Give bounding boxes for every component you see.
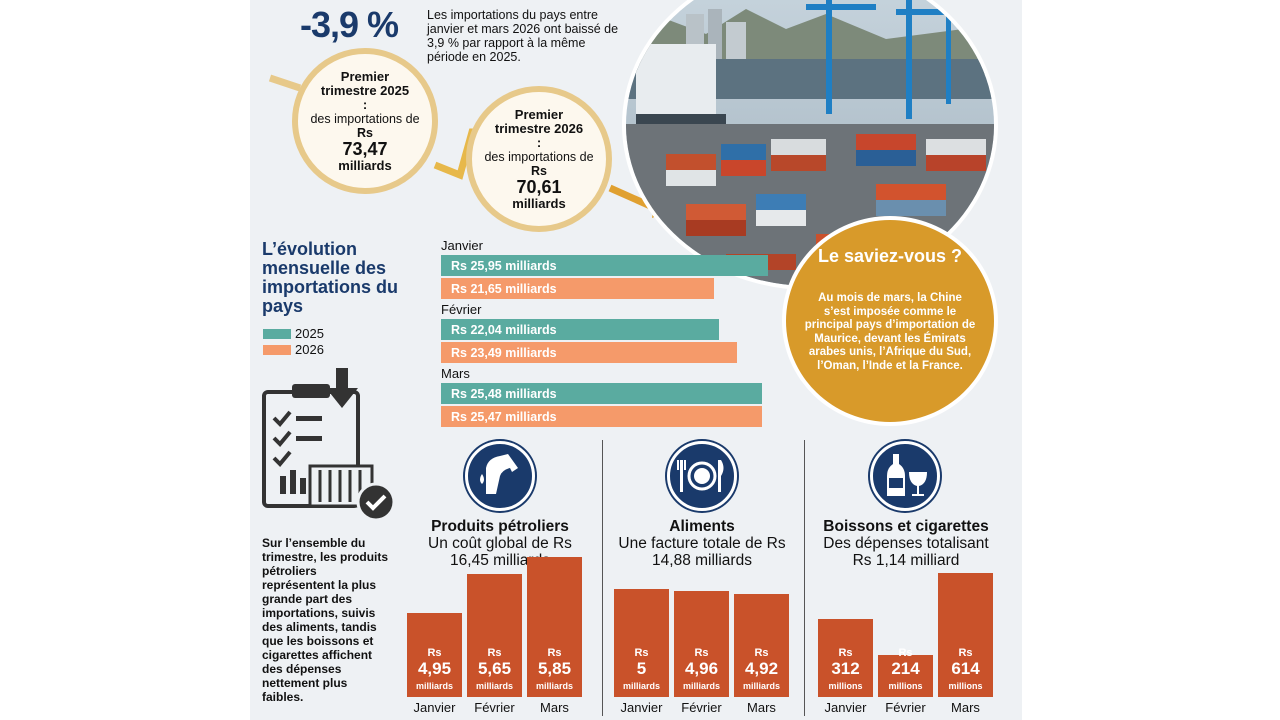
month-label: Janvier xyxy=(441,238,483,253)
category-bar: Rs 5,65 milliards xyxy=(467,574,522,697)
q2025-sub: des importations de Rs xyxy=(310,111,420,140)
month-label: Mars xyxy=(441,366,470,381)
legend-swatch-2026 xyxy=(263,344,291,355)
bar-prefix: Rs xyxy=(898,647,913,659)
bar-value: 4,96 xyxy=(684,659,719,678)
headline-text: Les importations du pays entre janvier e… xyxy=(427,8,619,64)
bar-prefix: Rs xyxy=(754,647,769,659)
bar-2025-1: Rs 22,04 milliards xyxy=(441,319,719,340)
month-tick-label: Mars xyxy=(747,700,776,715)
bar-value: 614 xyxy=(951,659,980,678)
bar-value: 5,65 xyxy=(477,659,512,678)
evolution-title: L’évolution mensuelle des importations d… xyxy=(262,239,398,316)
bar-prefix: Rs xyxy=(547,647,562,659)
bar-unit: milliards xyxy=(622,681,660,691)
did-you-know-body: Au mois de mars, la Chine s’est imposée … xyxy=(804,292,976,372)
q2025-value: 73,47 xyxy=(342,138,388,159)
did-you-know-circle: Le saviez-vous ? Au mois de mars, la Chi… xyxy=(782,216,998,426)
petrol-title: Produits pétroliers xyxy=(431,518,569,535)
food-heading: Aliments Une facture totale de Rs 14,88 … xyxy=(612,518,792,569)
q2026-title: Premier trimestre 2026 : xyxy=(494,106,584,150)
category-bar: Rs 4,96 milliards xyxy=(674,591,729,697)
bar-unit: milliards xyxy=(415,681,453,691)
q2026-value: 70,61 xyxy=(516,176,562,197)
plate-cutlery-icon xyxy=(667,441,737,511)
month-tick-label: Mars xyxy=(951,700,980,715)
bar-unit: milliards xyxy=(475,681,513,691)
drinks-title: Boissons et cigarettes xyxy=(823,518,989,535)
bar-2025-0: Rs 25,95 milliards xyxy=(441,255,768,276)
legend-swatch-2025 xyxy=(263,328,291,339)
bar-value: 5,85 xyxy=(537,659,572,678)
drinks-subtitle: Des dépenses totalisant Rs 1,14 milliard xyxy=(823,535,989,569)
category-bar: Rs 4,92 milliards xyxy=(734,594,789,697)
bar-value: 312 xyxy=(831,659,860,678)
bar-unit: millions xyxy=(828,681,863,691)
legend-label-2025: 2025 xyxy=(295,326,324,341)
bar-2025-2: Rs 25,48 milliards xyxy=(441,383,762,404)
bar-2026-1: Rs 23,49 milliards xyxy=(441,342,737,363)
headline-value: -3,9 % xyxy=(300,4,399,45)
q2026-circle: Premier trimestre 2026 : des importation… xyxy=(466,86,612,232)
month-tick-label: Janvier xyxy=(824,700,867,715)
month-tick-label: Février xyxy=(885,700,926,715)
bar-2026-0: Rs 21,65 milliards xyxy=(441,278,714,299)
bar-unit: milliards xyxy=(742,681,780,691)
legend-label-2026: 2026 xyxy=(295,342,324,357)
category-bar: Rs 4,95 milliards xyxy=(407,613,462,697)
month-tick-label: Février xyxy=(681,700,722,715)
q2026-sub: des importations de Rs xyxy=(484,149,594,178)
clipboard-import-icon xyxy=(262,368,396,522)
bar-value: 214 xyxy=(891,659,920,678)
food-subtitle: Une facture totale de Rs 14,88 milliards xyxy=(618,535,786,569)
bar-value: 5 xyxy=(636,659,647,678)
bar-2026-2: Rs 25,47 milliards xyxy=(441,406,762,427)
category-bar: Rs 614 millions xyxy=(938,573,993,697)
divider-2 xyxy=(804,440,805,716)
category-bar: Rs 312 millions xyxy=(818,619,873,697)
legend-2026: 2026 xyxy=(263,342,324,357)
category-bar: Rs 5,85 milliards xyxy=(527,557,582,697)
did-you-know-title: Le saviez-vous ? xyxy=(817,246,963,266)
bar-value: 4,95 xyxy=(417,659,452,678)
month-tick-label: Février xyxy=(474,700,515,715)
bar-prefix: Rs xyxy=(634,647,649,659)
petrol-heading: Produits pétroliers Un coût global de Rs… xyxy=(410,518,590,569)
q2025-unit: milliards xyxy=(338,157,392,173)
petrol-subtitle: Un coût global de Rs 16,45 milliards xyxy=(428,535,572,569)
bar-prefix: Rs xyxy=(958,647,973,659)
bottle-glass-icon xyxy=(870,441,940,511)
month-tick-label: Mars xyxy=(540,700,569,715)
fuel-pump-icon xyxy=(465,441,535,511)
q2025-title: Premier trimestre 2025 : xyxy=(320,68,410,112)
q2025-circle: Premier trimestre 2025 : des importation… xyxy=(292,48,438,194)
month-tick-label: Janvier xyxy=(413,700,456,715)
bar-value: 4,92 xyxy=(744,659,779,678)
bar-prefix: Rs xyxy=(427,647,442,659)
month-label: Février xyxy=(441,302,482,317)
food-title: Aliments xyxy=(669,518,735,535)
category-bar: Rs 5 milliards xyxy=(614,589,669,697)
divider-1 xyxy=(602,440,603,716)
bar-prefix: Rs xyxy=(694,647,709,659)
legend-2025: 2025 xyxy=(263,326,324,341)
bar-unit: millions xyxy=(948,681,983,691)
drinks-heading: Boissons et cigarettes Des dépenses tota… xyxy=(812,518,1000,569)
bar-unit: milliards xyxy=(682,681,720,691)
bar-unit: milliards xyxy=(535,681,573,691)
bar-prefix: Rs xyxy=(838,647,853,659)
summary-text: Sur l’ensemble du trimestre, les produit… xyxy=(262,536,389,704)
category-bar: Rs 214 millions xyxy=(878,647,933,697)
month-tick-label: Janvier xyxy=(620,700,663,715)
bar-prefix: Rs xyxy=(487,647,502,659)
bar-unit: millions xyxy=(888,681,923,691)
q2026-unit: milliards xyxy=(512,195,566,211)
